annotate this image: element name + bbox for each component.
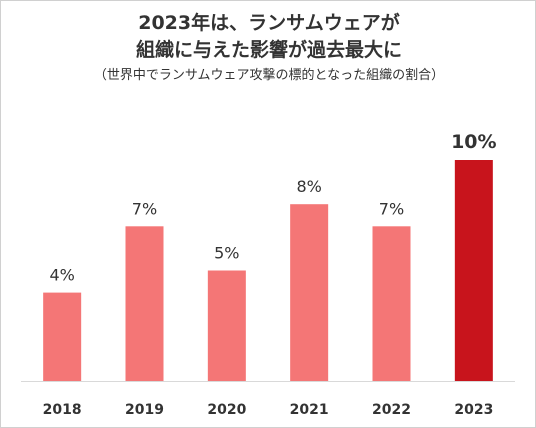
- data-label-2021: 8%: [296, 177, 321, 196]
- bar-2020: [207, 270, 246, 381]
- x-tick-label-2023: 2023: [454, 402, 493, 418]
- bar-2023: [454, 160, 493, 381]
- data-label-2023: 10%: [451, 131, 496, 153]
- chart-title-line-1: 2023年は、ランサムウェアが: [138, 12, 400, 34]
- bar-2022: [372, 226, 411, 381]
- x-tick-label-2018: 2018: [43, 402, 82, 418]
- chart-title-line-2: 組織に与えた影響が過去最大に: [135, 39, 402, 61]
- bar-2021: [290, 204, 329, 381]
- x-tick-label-2021: 2021: [290, 402, 329, 418]
- data-label-2020: 5%: [214, 244, 239, 263]
- x-tick-label-2020: 2020: [207, 402, 246, 418]
- data-label-2019: 7%: [132, 199, 157, 218]
- bar-2018: [43, 292, 82, 381]
- chart-subtitle: （世界中でランサムウェア攻撃の標的となった組織の割合）: [93, 68, 445, 83]
- bar-2019: [125, 226, 164, 381]
- x-tick-label-2022: 2022: [372, 402, 411, 418]
- data-label-2018: 4%: [49, 266, 74, 285]
- data-label-2022: 7%: [379, 199, 404, 218]
- x-tick-label-2019: 2019: [125, 402, 164, 418]
